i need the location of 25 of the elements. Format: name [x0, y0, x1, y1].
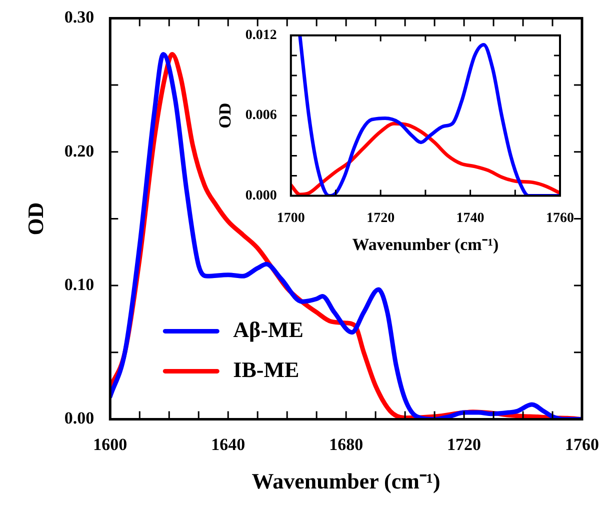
- x-tick-label: 1680: [329, 434, 364, 454]
- y-tick-label: 0.000: [245, 188, 277, 204]
- x-axis-title: Wavenumber (cm⁻¹): [352, 235, 499, 254]
- line-series: [290, 122, 560, 196]
- y-tick-label: 0.20: [64, 141, 94, 160]
- y-tick-label: 0.30: [64, 8, 94, 27]
- x-tick-label: 1720: [366, 210, 395, 226]
- x-tick-label: 1600: [93, 434, 128, 454]
- x-tick-label: 1740: [456, 210, 484, 226]
- y-tick-label: 0.006: [245, 108, 277, 124]
- x-tick-label: 1760: [565, 434, 599, 454]
- line-series: [298, 35, 560, 196]
- y-tick-label: 0.012: [245, 28, 277, 44]
- line-series: [110, 52, 582, 420]
- legend-label: Aβ-ME: [233, 316, 304, 342]
- y-axis-title: OD: [22, 202, 48, 236]
- x-tick-label: 1720: [447, 434, 482, 454]
- legend-label: IB-ME: [233, 356, 300, 382]
- y-axis-title: OD: [216, 102, 235, 128]
- x-tick-label: 1700: [276, 210, 305, 226]
- y-tick-label: 0.10: [64, 274, 94, 294]
- x-axis-title: Wavenumber (cm⁻¹): [252, 468, 440, 494]
- x-tick-label: 1640: [211, 434, 246, 454]
- x-tick-label: 1760: [546, 210, 574, 226]
- y-tick-label: 0.00: [64, 408, 94, 428]
